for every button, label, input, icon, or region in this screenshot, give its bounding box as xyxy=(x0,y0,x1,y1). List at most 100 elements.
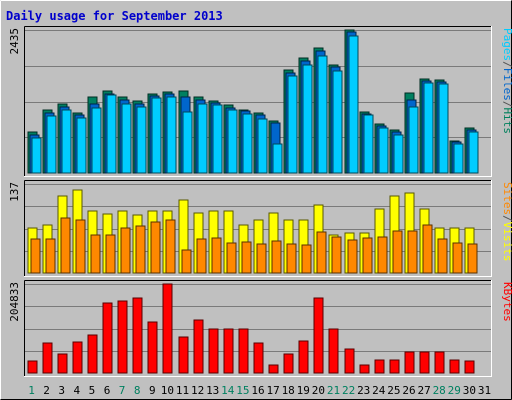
day-label: 20 xyxy=(312,384,325,397)
day-label: 30 xyxy=(463,384,476,397)
legend-item: / xyxy=(501,215,512,222)
day-label: 3 xyxy=(58,384,65,397)
bar-kbytes xyxy=(57,353,68,374)
day-label: 13 xyxy=(206,384,219,397)
bar-sites xyxy=(422,224,433,274)
panel-hits-files-pages: 2435 Pages/Files/Hits xyxy=(8,26,512,177)
day-label: 12 xyxy=(191,384,204,397)
day-label: 1 xyxy=(28,384,35,397)
day-label: 23 xyxy=(357,384,370,397)
bar-sites xyxy=(60,217,71,274)
bar-pages xyxy=(212,104,223,174)
bar-kbytes xyxy=(178,336,189,374)
bar-kbytes xyxy=(147,321,158,374)
bar-pages xyxy=(182,111,193,174)
day-label: 8 xyxy=(134,384,141,397)
bar-kbytes xyxy=(238,328,249,374)
y-max-label: 2435 xyxy=(8,28,21,55)
bar-pages xyxy=(106,94,117,174)
bar-pages xyxy=(136,106,147,174)
bar-sites xyxy=(316,231,327,274)
bar-sites xyxy=(120,227,131,274)
bar-sites xyxy=(347,239,358,274)
bar-pages xyxy=(76,117,87,174)
bar-sites xyxy=(181,249,192,274)
bar-pages xyxy=(468,131,479,174)
bar-kbytes xyxy=(193,319,204,374)
bar-pages xyxy=(91,107,102,174)
legend-item: Files xyxy=(501,68,512,101)
bar-pages xyxy=(46,115,57,174)
legend-item: Sites xyxy=(501,182,512,215)
chart-panels: 2435Pages/Files/Hits137Sites/Visits20483… xyxy=(8,26,512,377)
day-labels: 1 2 3 4 5 6 7 8 9 10 11 12 13 14 15 16 17 18 19 20 21 22 23 24 2… xyxy=(28,384,491,397)
bar-kbytes xyxy=(419,351,430,374)
legend: Pages/Files/Hits xyxy=(501,28,512,134)
bar-sites xyxy=(437,238,448,274)
y-max-label: 204833 xyxy=(8,282,21,322)
bar-sites xyxy=(165,219,176,274)
y-max-label: 137 xyxy=(8,182,21,202)
bar-pages xyxy=(61,109,72,174)
day-label: 4 xyxy=(73,384,80,397)
bar-sites xyxy=(75,219,86,274)
bar-kbytes xyxy=(223,328,234,374)
day-label: 5 xyxy=(89,384,96,397)
bar-kbytes xyxy=(117,300,128,374)
bar-pages xyxy=(272,143,283,174)
day-label: 9 xyxy=(149,384,156,397)
legend-item: / xyxy=(501,101,512,108)
day-label: 31 xyxy=(478,384,491,397)
legend-item: KBytes xyxy=(501,282,512,322)
bar-pages xyxy=(151,97,162,174)
bar-sites xyxy=(452,242,463,274)
bar-pages xyxy=(121,103,132,174)
day-label: 21 xyxy=(327,384,340,397)
bar-pages xyxy=(438,83,449,174)
day-label: 11 xyxy=(176,384,189,397)
bar-sites xyxy=(30,238,41,274)
bar-pages xyxy=(408,106,419,174)
day-label: 19 xyxy=(297,384,310,397)
day-label: 28 xyxy=(433,384,446,397)
bar-kbytes xyxy=(162,283,173,374)
day-label: 15 xyxy=(236,384,249,397)
bar-sites xyxy=(211,237,222,274)
bar-pages xyxy=(257,118,268,174)
bar-kbytes xyxy=(72,341,83,374)
bar-kbytes xyxy=(27,360,38,374)
bar-sites xyxy=(286,243,297,274)
bar-kbytes xyxy=(464,360,475,374)
bar-pages xyxy=(332,70,343,174)
day-label: 22 xyxy=(342,384,355,397)
bar-sites xyxy=(135,225,146,274)
bar-kbytes xyxy=(253,342,264,374)
day-label: 7 xyxy=(119,384,126,397)
bar-kbytes xyxy=(208,328,219,374)
bar-sites xyxy=(196,238,207,274)
bar-pages xyxy=(348,35,359,174)
panel-kbytes: 204833 KBytes xyxy=(8,280,512,377)
bar-pages xyxy=(166,96,177,174)
bar-kbytes xyxy=(102,302,113,374)
bar-kbytes xyxy=(434,351,445,374)
day-label: 16 xyxy=(251,384,264,397)
bar-pages xyxy=(453,143,464,174)
legend-item: Visits xyxy=(501,222,512,262)
bar-sites xyxy=(407,230,418,274)
day-label: 10 xyxy=(161,384,174,397)
bar-kbytes xyxy=(359,364,370,374)
bar-sites xyxy=(331,236,342,274)
bar-sites xyxy=(392,230,403,274)
day-label: 6 xyxy=(104,384,111,397)
bar-kbytes xyxy=(344,348,355,374)
day-label: 25 xyxy=(387,384,400,397)
bar-pages xyxy=(302,64,313,174)
bar-pages xyxy=(393,134,404,174)
bar-sites xyxy=(377,236,388,274)
bar-kbytes xyxy=(42,342,53,374)
bar-pages xyxy=(317,55,328,174)
chart-title: Daily usage for September 2013 xyxy=(6,9,223,23)
bar-sites xyxy=(226,242,237,274)
bar-pages xyxy=(197,103,208,174)
